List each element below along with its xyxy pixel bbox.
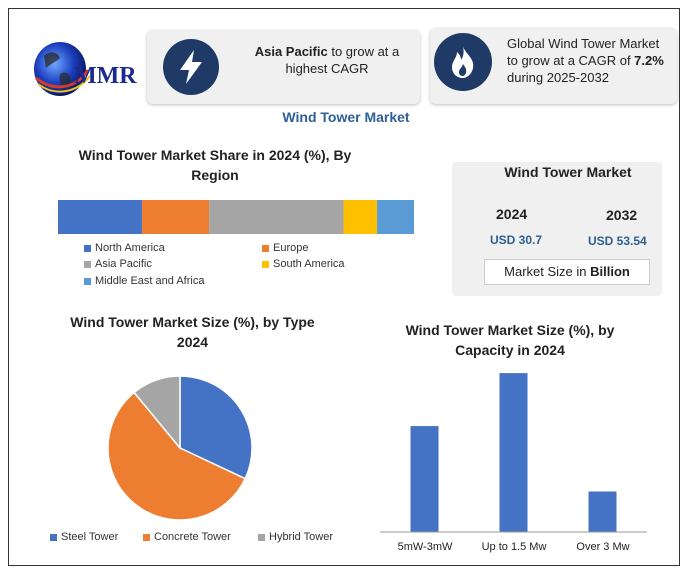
capacity-title-line2: Capacity in 2024 [455,342,565,358]
cagr-line2-pre: to grow at a CAGR of [507,53,635,68]
year-2024: 2024 [496,206,528,222]
asia-pacific-card: Asia Pacific to grow at a highest CAGR [147,30,420,104]
legend-label: Steel Tower [61,531,119,543]
capacity-chart-title: Wind Tower Market Size (%), by Capacity … [380,320,640,360]
lightning-bolt-icon [163,39,219,95]
region-stacked-bar [58,200,414,234]
capacity-bar [499,373,528,532]
region-title-line2: Region [191,167,239,183]
logo-text: MMR [74,63,137,89]
legend-label: North America [95,242,165,254]
legend-swatch [84,277,91,285]
capacity-bar [410,426,439,532]
capacity-title-line1: Wind Tower Market Size (%), by [405,322,615,338]
x-tick-label: Up to 1.5 Mw [481,541,547,553]
value-2024: USD 30.7 [490,233,543,247]
legend-swatch [262,260,269,268]
region-bar-segment [58,200,142,234]
unit-pre: Market Size in [504,264,591,279]
legend-label: Hybrid Tower [269,531,333,543]
legend-label: Europe [273,242,309,254]
legend-north-america: North America [84,242,165,254]
region-title-line1: Wind Tower Market Share in 2024 (%), By [78,147,352,163]
pie-slice [133,375,181,451]
x-tick-label: Over 3 Mw [576,541,630,553]
main-title: Wind Tower Market [282,109,410,125]
stats-title: Wind Tower Market [504,164,632,180]
pie-slice [107,391,247,521]
legend-label: Middle East and Africa [95,275,205,287]
legend-south-america: South America [262,258,345,270]
legend-swatch [84,260,91,268]
region-bar-segment [209,200,344,234]
region-bar-segment [377,200,414,234]
cagr-text: Global Wind Tower Market to grow at a CA… [507,35,677,86]
market-size-unit: Market Size in Billion [484,259,650,285]
legend-asia-pacific: Asia Pacific [84,258,152,270]
cagr-line3: during 2025-2032 [507,70,609,85]
value-2032: USD 53.54 [588,234,647,248]
legend-concrete-tower: Concrete Tower [143,531,231,543]
asia-pacific-line2: highest CAGR [285,61,369,76]
pie-slice [179,375,253,480]
capacity-bar [588,491,617,532]
legend-swatch [84,244,91,252]
legend-swatch [50,533,57,541]
capacity-bar-chart [380,373,647,533]
legend-hybrid-tower: Hybrid Tower [258,531,333,543]
legend-middle-east-africa: Middle East and Africa [84,275,204,287]
region-chart-title: Wind Tower Market Share in 2024 (%), By … [60,145,370,185]
legend-swatch [262,244,269,252]
type-title-line1: Wind Tower Market Size (%), by Type [70,314,315,330]
type-pie-chart [107,375,253,521]
region-bar-segment [141,200,210,234]
cagr-card: Global Wind Tower Market to grow at a CA… [430,28,677,104]
asia-pacific-bold: Asia Pacific [254,44,328,59]
unit-bold: Billion [590,264,630,279]
legend-steel-tower: Steel Tower [50,531,118,543]
type-chart-title: Wind Tower Market Size (%), by Type 2024 [40,312,345,352]
flame-icon [434,33,492,91]
type-title-line2: 2024 [176,334,209,350]
legend-label: Concrete Tower [154,531,231,543]
asia-pacific-rest: to grow at a [327,44,400,59]
cagr-value: 7.2% [634,53,664,68]
legend-label: South America [273,258,345,270]
legend-swatch [258,533,265,541]
cagr-line1: Global Wind Tower Market [507,36,660,51]
asia-pacific-text: Asia Pacific to grow at a highest CAGR [237,43,417,77]
legend-swatch [143,533,150,541]
x-tick-label: 5mW-3mW [397,541,453,553]
region-bar-segment [343,200,378,234]
mmr-globe-logo [34,42,91,96]
legend-europe: Europe [262,242,308,254]
legend-label: Asia Pacific [95,258,152,270]
year-2032: 2032 [606,207,638,223]
